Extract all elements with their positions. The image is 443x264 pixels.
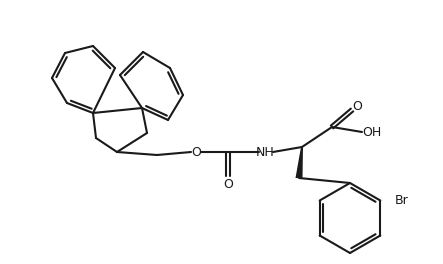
Polygon shape xyxy=(295,147,303,178)
Text: Br: Br xyxy=(394,194,408,207)
Text: OH: OH xyxy=(362,125,381,139)
Text: O: O xyxy=(191,145,201,158)
Text: O: O xyxy=(223,177,233,191)
Text: NH: NH xyxy=(256,145,274,158)
Text: O: O xyxy=(352,100,362,112)
